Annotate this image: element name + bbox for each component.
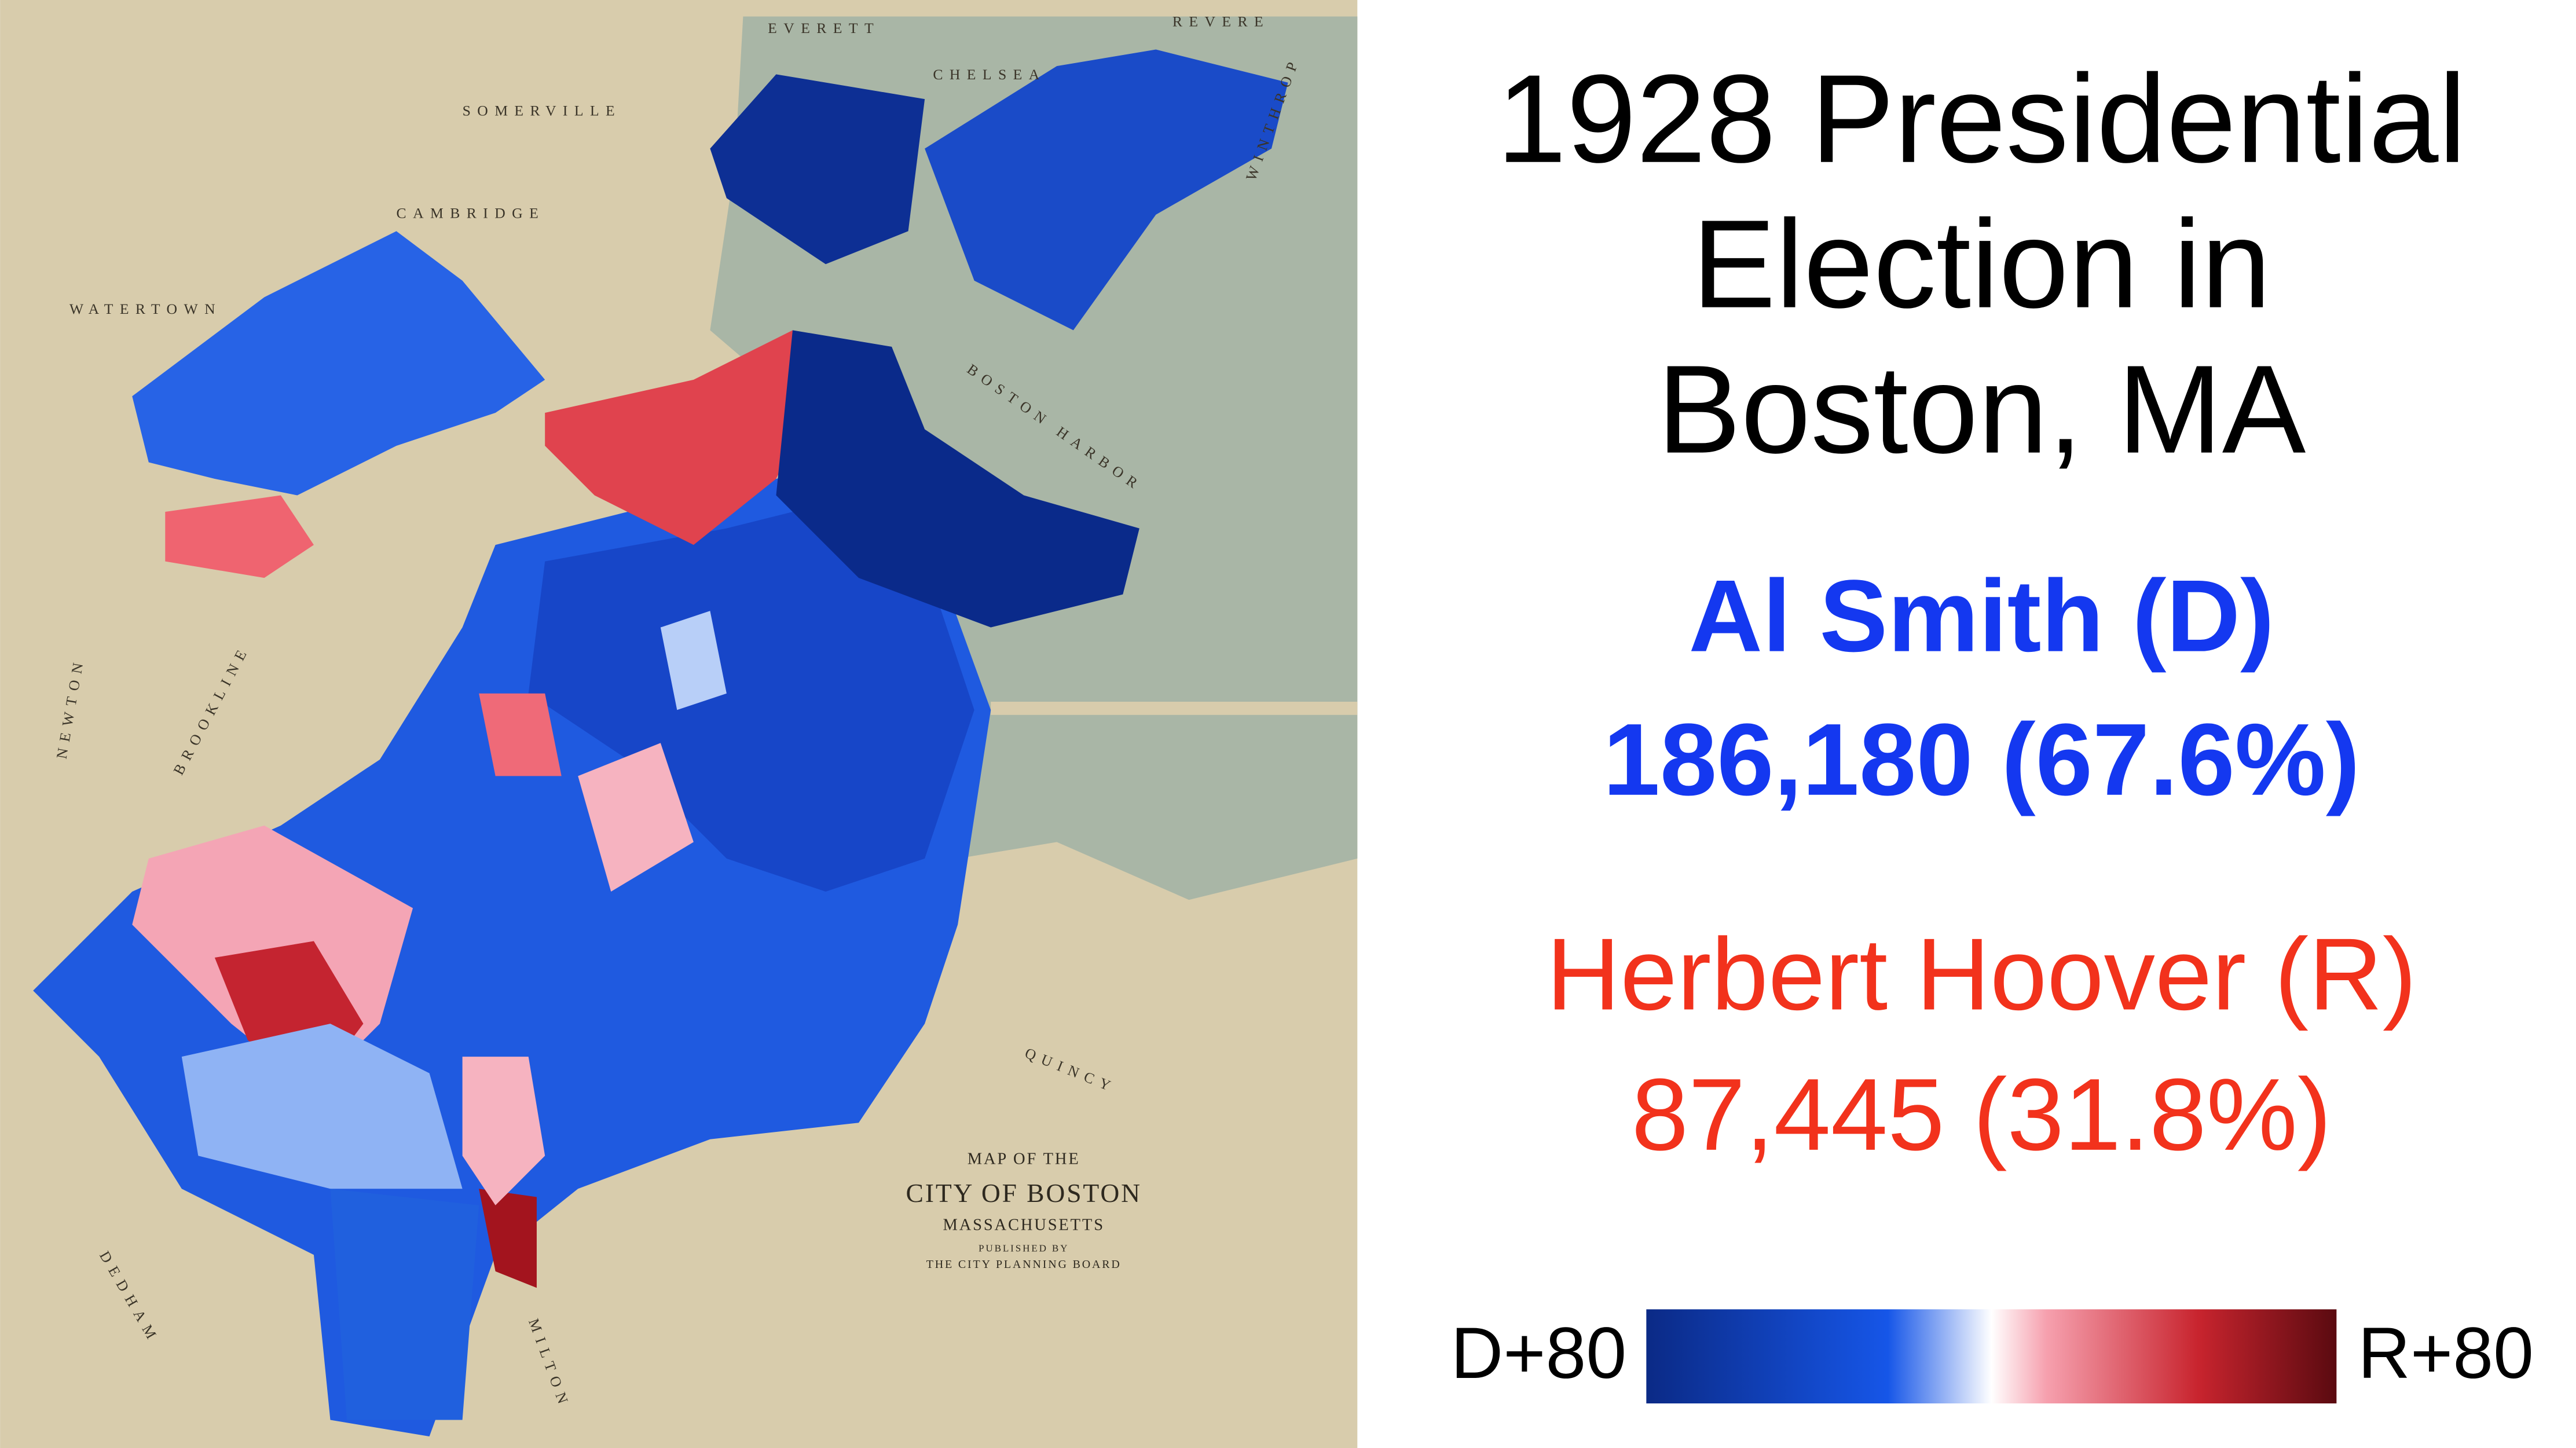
district bbox=[165, 495, 314, 578]
map-label: CAMBRIDGE bbox=[397, 204, 545, 221]
map-label: EVERETT bbox=[768, 20, 880, 36]
map-title: MAP OF THE bbox=[968, 1150, 1080, 1168]
map-title: THE CITY PLANNING BOARD bbox=[926, 1258, 1122, 1271]
district bbox=[660, 611, 727, 710]
legend-right-label: R+80 bbox=[2358, 1312, 2533, 1394]
district bbox=[330, 1189, 479, 1420]
district bbox=[479, 1189, 537, 1288]
map-title: PUBLISHED BY bbox=[979, 1243, 1069, 1254]
map-label: SOMERVILLE bbox=[463, 102, 622, 119]
map-title: CITY OF BOSTON bbox=[906, 1178, 1142, 1208]
district bbox=[925, 49, 1288, 331]
map-label: CHELSEA bbox=[933, 66, 1046, 83]
title-line: Election in bbox=[1692, 194, 2271, 334]
legend-left-label: D+80 bbox=[1451, 1312, 1626, 1394]
candidate-name: Al Smith (D) bbox=[1688, 559, 2274, 673]
candidate-result: 87,445 (31.8%) bbox=[1632, 1058, 2332, 1172]
map-title: MASSACHUSETTS bbox=[943, 1216, 1105, 1234]
district bbox=[479, 693, 562, 776]
candidate-name: Herbert Hoover (R) bbox=[1547, 918, 2417, 1032]
district bbox=[132, 231, 545, 496]
district bbox=[545, 330, 826, 545]
district bbox=[710, 74, 925, 265]
district bbox=[181, 1024, 463, 1189]
map-label: REVERE bbox=[1172, 13, 1270, 30]
title-line: 1928 Presidential bbox=[1497, 49, 2467, 189]
map-label: WATERTOWN bbox=[69, 300, 222, 317]
district bbox=[776, 330, 1139, 628]
bridge bbox=[991, 702, 1358, 715]
district bbox=[578, 743, 694, 892]
candidate-result: 186,180 (67.6%) bbox=[1603, 703, 2360, 817]
district bbox=[462, 1057, 545, 1205]
map bbox=[0, 0, 1358, 1448]
color-scale bbox=[1646, 1309, 2337, 1404]
district bbox=[528, 495, 974, 892]
title-line: Boston, MA bbox=[1657, 339, 2306, 479]
